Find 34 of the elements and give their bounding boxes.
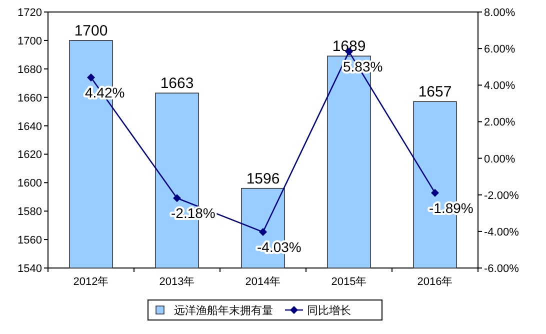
- x-tick-label: 2012年: [73, 276, 109, 288]
- x-tick-label: 2013年: [159, 276, 195, 288]
- y2-tick-label: 8.00%: [484, 7, 516, 19]
- y2-tick-label: 4.00%: [484, 80, 516, 92]
- x-tick-label: 2016年: [417, 276, 453, 288]
- y2-tick-label: 6.00%: [484, 44, 516, 56]
- y-tick-label: 1580: [18, 206, 42, 218]
- y-tick-label: 1620: [18, 149, 42, 162]
- y-tick-label: 1720: [18, 7, 42, 19]
- data-label: 1657: [418, 84, 452, 101]
- y-tick-label: 1680: [18, 64, 42, 76]
- point: [87, 73, 95, 82]
- y2-tick-label: -6.00%: [484, 263, 520, 275]
- data-label: 1663: [160, 75, 194, 92]
- data-label: 1700: [74, 22, 108, 40]
- data-label: 1689: [332, 38, 366, 56]
- y-tick-label: 1700: [18, 35, 42, 48]
- y-tick-label: 1660: [18, 92, 42, 104]
- x-tick-label: 2014年: [245, 276, 281, 288]
- y-tick-label: 1640: [18, 120, 42, 133]
- y2-tick-label: 0.00%: [484, 153, 516, 166]
- y2-tick-label: -4.00%: [484, 226, 520, 238]
- x-tick-label: 2015年: [331, 276, 367, 288]
- point: [259, 228, 267, 236]
- legend-label: 远洋渔船年末拥有量: [174, 304, 273, 317]
- y2-tick-label: 2.00%: [484, 116, 516, 129]
- point: [431, 188, 439, 197]
- legend-label: 同比增长: [307, 304, 351, 317]
- y-tick-label: 1600: [18, 178, 42, 190]
- y-tick-label: 1560: [18, 234, 42, 247]
- y2-tick-label: -2.00%: [484, 190, 520, 202]
- point: [173, 194, 181, 202]
- data-label: 1596: [246, 170, 280, 188]
- y-tick-label: 1540: [18, 263, 42, 275]
